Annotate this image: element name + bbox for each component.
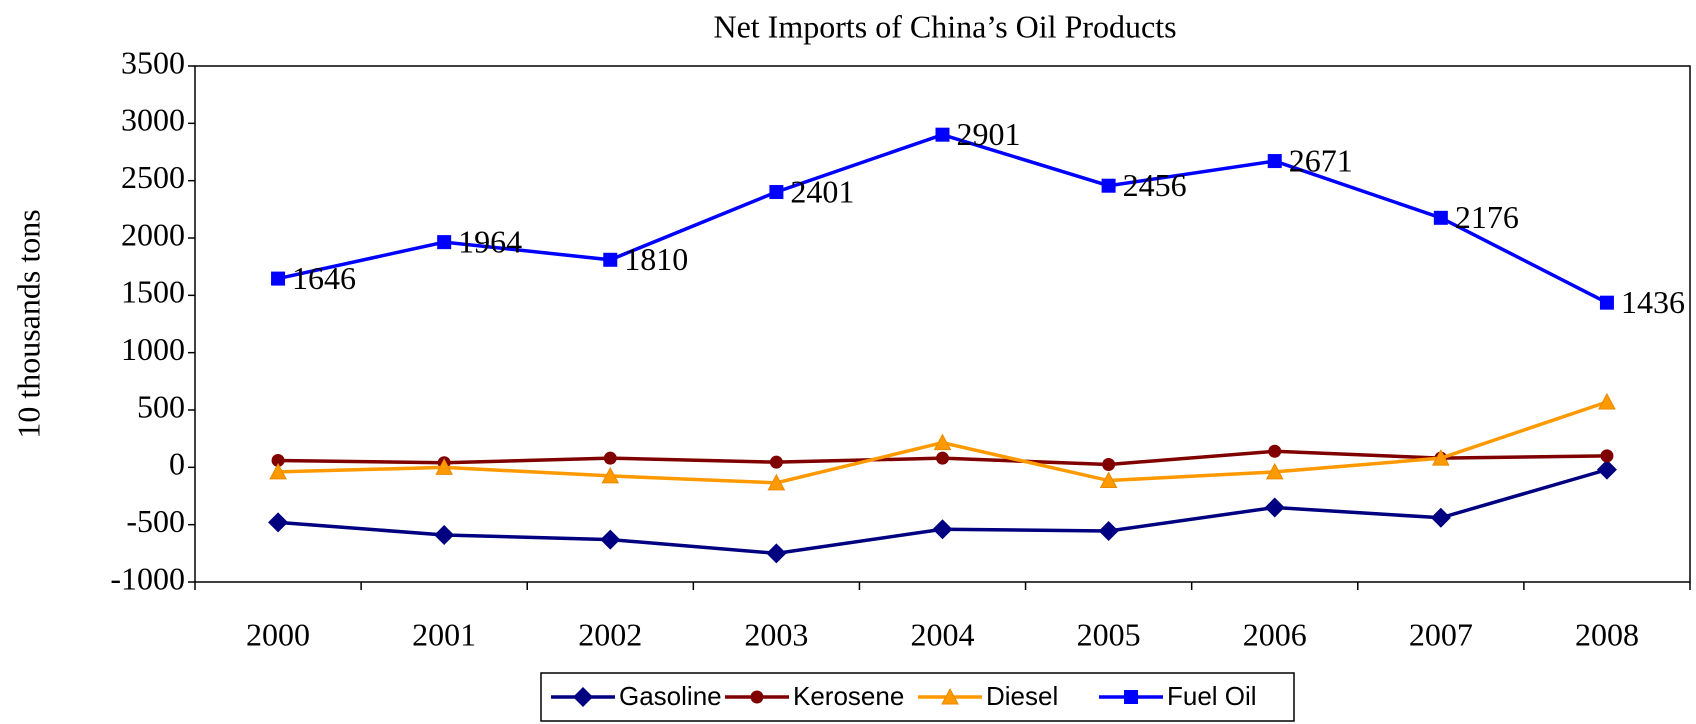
marker (1600, 449, 1614, 463)
marker (933, 433, 952, 451)
marker (750, 690, 764, 704)
y-tick-label: 3500 (121, 44, 185, 80)
data-label: 1964 (458, 223, 522, 259)
y-axis-label: 10 thousands tons (10, 209, 46, 438)
y-tick-label: 2500 (121, 159, 185, 195)
legend-label: Gasoline (619, 681, 722, 711)
marker (1264, 497, 1285, 518)
marker (1599, 295, 1614, 310)
y-tick-label: 1500 (121, 274, 185, 310)
data-label: 2176 (1455, 199, 1519, 235)
marker (601, 466, 620, 484)
y-tick-label: -500 (126, 503, 185, 539)
marker (1098, 520, 1119, 541)
data-label: 2901 (957, 116, 1021, 152)
marker (932, 519, 953, 540)
y-tick-label: -1000 (110, 560, 185, 596)
marker (434, 524, 455, 545)
marker (769, 185, 784, 200)
marker (1433, 210, 1448, 225)
data-label: 1436 (1621, 284, 1685, 320)
marker (1124, 690, 1138, 704)
y-tick-label: 1000 (121, 331, 185, 367)
marker (268, 512, 289, 533)
x-tick-label: 2006 (1243, 616, 1307, 652)
chart-title: Net Imports of China’s Oil Products (713, 8, 1176, 44)
marker (1099, 471, 1118, 489)
data-label: 2456 (1123, 167, 1187, 203)
marker (1596, 459, 1617, 480)
marker (271, 271, 286, 286)
x-tick-label: 2007 (1409, 616, 1473, 652)
marker (271, 453, 285, 467)
marker (603, 451, 617, 465)
marker (769, 455, 783, 469)
data-label: 1646 (292, 260, 356, 296)
marker (603, 252, 618, 267)
x-tick-label: 2002 (578, 616, 642, 652)
marker (936, 451, 949, 465)
marker (1268, 444, 1282, 458)
y-tick-label: 0 (169, 446, 185, 482)
plot-area (194, 65, 1691, 583)
legend-label: Fuel Oil (1167, 681, 1257, 711)
data-label: 2401 (790, 173, 854, 209)
marker (1267, 154, 1282, 169)
marker (1598, 392, 1616, 410)
legend-box (540, 672, 1295, 722)
series-line (277, 132, 1608, 305)
marker (941, 687, 959, 705)
y-tick-label: 2000 (121, 216, 185, 252)
data-label: 1810 (624, 241, 688, 277)
marker (766, 543, 787, 564)
marker (1430, 507, 1451, 528)
x-tick-label: 2000 (246, 616, 310, 652)
y-tick-label: 3000 (121, 102, 185, 138)
legend-label: Kerosene (793, 681, 904, 711)
marker (935, 127, 950, 142)
x-tick-label: 2001 (412, 616, 476, 652)
marker (1101, 178, 1116, 193)
marker (269, 462, 287, 480)
y-tick-label: 500 (137, 388, 185, 424)
x-tick-label: 2004 (911, 616, 975, 652)
legend-label: Diesel (986, 681, 1058, 711)
marker (435, 458, 453, 475)
x-tick-label: 2005 (1077, 616, 1141, 652)
marker (1265, 462, 1284, 480)
x-tick-label: 2008 (1575, 616, 1639, 652)
data-label: 2671 (1289, 142, 1353, 178)
marker (1432, 449, 1450, 466)
marker (767, 473, 786, 491)
series-line (277, 467, 1608, 556)
marker (600, 529, 621, 550)
marker (573, 687, 593, 707)
marker (437, 235, 452, 250)
x-tick-label: 2003 (744, 616, 808, 652)
marker (1102, 457, 1116, 471)
